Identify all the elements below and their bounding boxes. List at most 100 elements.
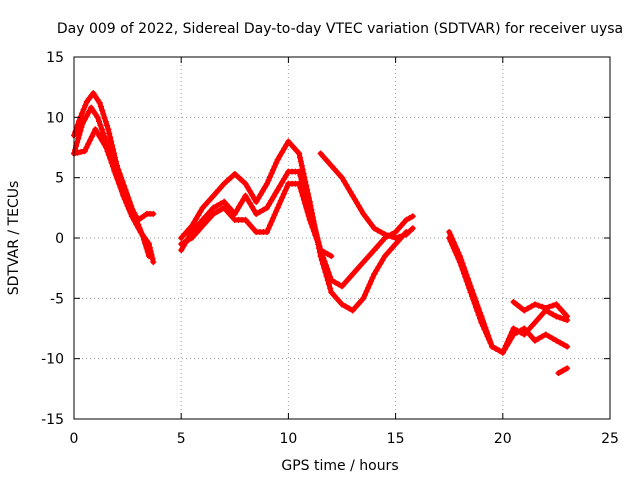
data-point-marker <box>87 137 94 144</box>
axis-ticks: 0 5 10 15 20 25 -15 -10 -5 0 5 10 15 <box>41 50 619 447</box>
data-point-marker <box>276 201 283 208</box>
data-point-marker <box>108 159 115 166</box>
data-point-marker <box>274 156 281 163</box>
data-point-marker <box>249 203 255 210</box>
data-point-marker <box>249 191 255 198</box>
data-point-marker <box>296 150 303 157</box>
data-point-marker <box>257 191 264 198</box>
data-point-marker <box>121 191 128 198</box>
data-point-marker <box>356 203 363 210</box>
data-point-marker <box>297 158 304 165</box>
data-point-marker <box>557 339 563 346</box>
y-tick-label: -15 <box>41 412 64 428</box>
data-point-marker <box>360 295 367 302</box>
data-point-marker <box>270 215 277 222</box>
data-point-marker <box>539 333 546 340</box>
data-point-marker <box>104 122 111 129</box>
series-arc-3c <box>510 299 571 320</box>
data-point-marker <box>466 285 473 292</box>
data-point-marker <box>90 107 97 114</box>
data-point-marker <box>540 310 546 317</box>
data-point-marker <box>245 219 252 226</box>
data-point-marker <box>557 314 563 321</box>
data-point-marker <box>313 235 320 242</box>
data-point-marker <box>379 238 386 244</box>
data-point-marker <box>115 178 122 185</box>
data-point-marker <box>521 325 528 332</box>
data-point-marker <box>549 311 556 318</box>
data-point-marker <box>98 103 104 110</box>
data-point-marker <box>107 155 114 162</box>
data-point-marker <box>549 335 556 342</box>
data-point-marker <box>92 111 99 118</box>
data-point-marker <box>535 335 542 342</box>
data-point-marker <box>193 215 200 222</box>
data-point-marker <box>309 224 316 231</box>
data-point-marker <box>486 336 492 343</box>
data-point-marker <box>365 285 371 291</box>
data-point-marker <box>178 241 185 247</box>
data-point-marker <box>221 198 228 205</box>
data-point-marker <box>352 268 359 275</box>
data-point-marker <box>300 196 307 203</box>
data-point-marker <box>369 274 376 281</box>
data-point-marker <box>265 225 272 232</box>
data-point-marker <box>320 254 327 261</box>
data-point-marker <box>336 298 343 305</box>
data-point-marker <box>492 345 499 352</box>
data-point-marker <box>194 229 201 235</box>
data-point-marker <box>223 207 230 214</box>
data-point-marker <box>244 196 251 203</box>
data-point-marker <box>355 265 362 272</box>
series-arc-2c <box>178 180 335 260</box>
data-point-marker <box>462 274 469 281</box>
data-point-marker <box>82 102 89 109</box>
data-point-marker <box>213 202 220 209</box>
data-point-marker <box>88 104 95 111</box>
data-point-marker <box>460 270 467 277</box>
x-tick-label: 20 <box>494 431 512 447</box>
data-point-marker <box>268 170 275 177</box>
data-point-marker <box>131 209 137 216</box>
data-point-marker <box>135 225 142 231</box>
data-point-marker <box>463 278 470 284</box>
data-point-marker <box>236 203 243 210</box>
data-point-marker <box>556 304 563 311</box>
data-point-marker <box>213 189 219 196</box>
y-axis-label: SDTVAR / TECUs <box>6 181 22 296</box>
data-point-marker <box>392 229 399 235</box>
data-point-marker <box>255 195 262 202</box>
data-point-marker <box>229 213 236 220</box>
data-point-marker <box>191 225 198 232</box>
data-point-marker <box>339 174 345 181</box>
data-point-marker <box>517 304 524 311</box>
data-point-marker <box>83 144 90 151</box>
data-point-marker <box>188 235 195 241</box>
data-point-marker <box>534 316 541 323</box>
y-tick-label: -10 <box>41 352 64 368</box>
data-point-marker <box>78 148 85 155</box>
data-point-marker <box>375 264 382 270</box>
data-point-marker <box>399 232 406 239</box>
data-point-marker <box>283 172 290 179</box>
data-point-marker <box>363 288 370 295</box>
data-point-marker <box>268 218 275 225</box>
data-point-marker <box>199 222 206 229</box>
data-point-marker <box>274 204 281 211</box>
data-point-marker <box>265 177 272 184</box>
data-point-marker <box>293 147 300 154</box>
data-point-marker <box>335 281 342 288</box>
data-point-marker <box>199 216 206 223</box>
data-point-marker <box>336 171 343 178</box>
data-point-marker <box>244 184 251 191</box>
data-point-marker <box>205 198 211 205</box>
data-point-marker <box>296 180 303 187</box>
y-tick-label: 10 <box>46 110 64 126</box>
data-point-marker <box>509 328 515 335</box>
x-tick-label: 0 <box>70 431 79 447</box>
data-point-marker <box>392 235 399 241</box>
data-point-marker <box>450 245 457 252</box>
data-point-marker <box>207 213 214 220</box>
data-point-marker <box>267 222 273 229</box>
data-point-marker <box>305 212 312 219</box>
